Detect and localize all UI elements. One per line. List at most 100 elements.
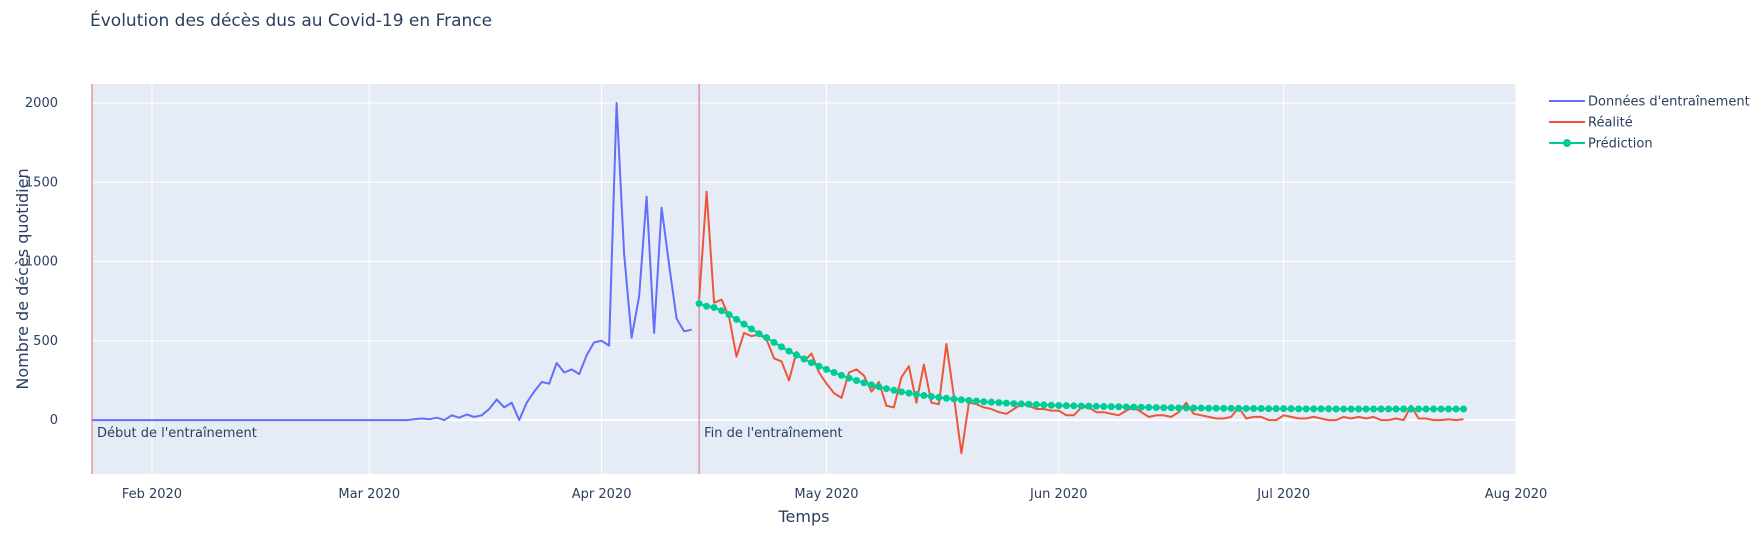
series-marker	[972, 397, 980, 405]
series-marker	[1235, 404, 1243, 412]
series-marker	[905, 389, 913, 397]
series-marker	[1445, 405, 1453, 413]
legend-item[interactable]: Données d'entraînement	[1549, 95, 1750, 110]
series-marker	[942, 394, 950, 402]
series-marker	[980, 398, 988, 406]
series-marker	[1115, 403, 1123, 411]
series-marker	[770, 338, 778, 346]
series-marker	[1047, 401, 1055, 409]
series-marker	[1317, 405, 1325, 413]
series-marker	[822, 365, 830, 373]
series-marker	[1145, 403, 1153, 411]
x-gridlines	[151, 84, 1517, 474]
series-marker	[1122, 403, 1130, 411]
series-marker	[785, 347, 793, 355]
series-marker	[778, 343, 786, 351]
series-marker	[1182, 404, 1190, 412]
series-marker	[1287, 405, 1295, 413]
series-marker	[912, 390, 920, 398]
series-marker	[800, 355, 808, 363]
series-marker	[1197, 404, 1205, 412]
legend[interactable]: Données d'entraînement Réalité Prédiction	[1549, 95, 1750, 152]
legend-label: Réalité	[1588, 116, 1633, 131]
x-tick-label: Mar 2020	[338, 487, 400, 502]
series-marker	[1407, 405, 1415, 413]
series-marker	[1332, 405, 1340, 413]
annotations: Début de l'entraînement Fin de l'entraîne…	[97, 426, 843, 441]
legend-item[interactable]: Prédiction	[1549, 137, 1653, 152]
x-tick-label: Jul 2020	[1256, 487, 1310, 502]
series-marker	[1362, 405, 1370, 413]
series-marker	[852, 376, 860, 384]
series-marker	[1347, 405, 1355, 413]
series-marker	[1460, 405, 1468, 413]
series-marker	[987, 398, 995, 406]
series-marker	[1310, 405, 1318, 413]
series-marker	[740, 320, 748, 328]
series-marker	[1227, 404, 1235, 412]
series-marker	[935, 393, 943, 401]
series-marker	[1257, 405, 1265, 413]
series-marker	[1032, 401, 1040, 409]
series-marker	[1280, 405, 1288, 413]
series-marker	[793, 351, 801, 359]
series-marker	[1422, 405, 1430, 413]
series-marker	[950, 395, 958, 403]
x-tick-label: Feb 2020	[122, 487, 182, 502]
legend-item[interactable]: Réalité	[1549, 116, 1633, 131]
series-marker	[1167, 404, 1175, 412]
series-marker	[875, 383, 883, 391]
series-marker	[1100, 402, 1108, 410]
series-marker	[755, 330, 763, 338]
series-marker	[733, 315, 741, 323]
series-marker	[1092, 402, 1100, 410]
legend-label: Prédiction	[1588, 137, 1653, 152]
series-marker	[1040, 401, 1048, 409]
series-marker	[837, 371, 845, 379]
series-marker	[882, 385, 890, 393]
chart-title: Évolution des décès dus au Covid-19 en F…	[90, 9, 492, 31]
series-marker	[1242, 405, 1250, 413]
x-axis-title: Temps	[778, 507, 830, 526]
series-marker	[897, 388, 905, 396]
series-marker	[710, 304, 718, 312]
series-marker	[718, 307, 726, 315]
series-marker	[1010, 400, 1018, 408]
series-marker	[1205, 404, 1213, 412]
x-tick-labels: Feb 2020 Mar 2020 Apr 2020 May 2020 Jun 2020…	[122, 487, 1547, 502]
series-marker	[763, 334, 771, 342]
y-tick-labels: 0 500 1000 1500 2000	[25, 96, 58, 428]
series-marker	[1265, 405, 1273, 413]
series-marker	[867, 381, 875, 389]
training-markers	[91, 84, 700, 474]
series-marker	[815, 362, 823, 370]
series-marker	[1190, 404, 1198, 412]
series-marker	[1062, 402, 1070, 410]
series-marker	[807, 359, 815, 367]
series-marker	[1137, 403, 1145, 411]
plot-area[interactable]	[92, 84, 1516, 474]
series-marker	[927, 392, 935, 400]
series-marker	[1370, 405, 1378, 413]
series-marker	[703, 302, 711, 310]
series-marker	[1400, 405, 1408, 413]
series-marker	[1212, 404, 1220, 412]
series-marker	[1070, 402, 1078, 410]
series-marker	[1250, 405, 1258, 413]
x-tick-label: May 2020	[794, 487, 858, 502]
y-tick-label: 1000	[25, 255, 58, 270]
series-marker	[957, 396, 965, 404]
series-marker	[1452, 405, 1460, 413]
y-tick-label: 500	[33, 334, 58, 349]
series-marker	[695, 300, 703, 308]
series-marker	[1385, 405, 1393, 413]
y-gridlines	[92, 102, 1516, 422]
series-marker	[1160, 404, 1168, 412]
series-marker	[1130, 403, 1138, 411]
series-marker	[1025, 400, 1033, 408]
series-marker	[1085, 402, 1093, 410]
series-marker	[1377, 405, 1385, 413]
series-marker	[845, 374, 853, 382]
y-tick-label: 1500	[25, 175, 58, 190]
